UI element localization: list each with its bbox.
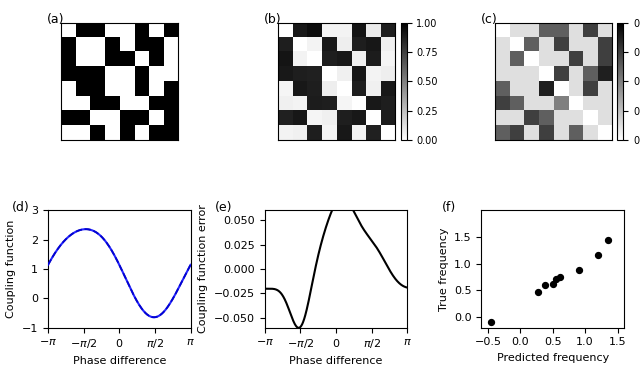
Text: (c): (c): [481, 13, 497, 27]
Y-axis label: True frequency: True frequency: [438, 227, 449, 311]
Y-axis label: Coupling function: Coupling function: [6, 220, 17, 318]
Y-axis label: Coupling function error: Coupling function error: [198, 205, 208, 333]
X-axis label: Phase difference: Phase difference: [289, 356, 383, 366]
Point: [633, 217, 640, 223]
Point: [573, 267, 584, 273]
Text: (d): (d): [12, 201, 30, 214]
Point: [540, 282, 550, 288]
Point: [486, 319, 496, 325]
Text: (a): (a): [47, 13, 64, 27]
X-axis label: Phase difference: Phase difference: [72, 356, 166, 366]
Text: (b): (b): [264, 13, 282, 27]
Point: [551, 275, 561, 282]
Text: (e): (e): [215, 201, 232, 214]
Point: [593, 251, 603, 258]
Point: [603, 237, 613, 243]
Point: [532, 289, 543, 295]
Text: (f): (f): [442, 201, 456, 214]
Point: [556, 274, 566, 280]
Point: [628, 221, 639, 227]
X-axis label: Predicted frequency: Predicted frequency: [497, 353, 609, 363]
Point: [548, 281, 558, 287]
